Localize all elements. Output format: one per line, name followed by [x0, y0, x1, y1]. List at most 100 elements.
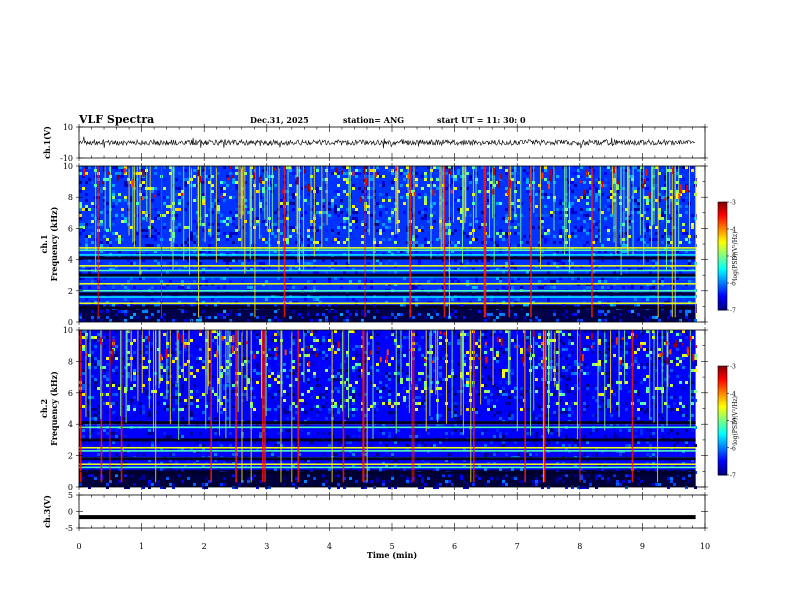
spheric-line: [564, 166, 566, 256]
x-tick-label: 1: [139, 542, 144, 551]
spheric-line: [130, 330, 132, 382]
spheric-line: [250, 166, 252, 245]
spheric-line: [313, 166, 315, 257]
spheric-line: [170, 166, 172, 252]
spheric-line: [126, 330, 128, 392]
y-tick-label: -5: [65, 524, 73, 533]
y-tick-label: 10: [63, 123, 73, 132]
ch1-spectrogram-band: [79, 254, 696, 256]
spheric-line: [632, 166, 634, 256]
spheric-line: [136, 166, 138, 232]
spheric-line: [264, 330, 266, 483]
spheric-line: [219, 330, 221, 436]
spheric-line: [397, 166, 399, 234]
spheric-line: [507, 330, 509, 386]
spheric-line: [262, 330, 264, 483]
spheric-line: [460, 330, 462, 416]
spheric-line: [137, 330, 139, 401]
x-tick-label: 4: [327, 542, 332, 551]
spheric-line: [303, 166, 305, 272]
spheric-line: [623, 166, 625, 246]
spheric-line: [266, 166, 268, 232]
spheric-line: [429, 330, 431, 417]
spheric-line: [240, 166, 242, 219]
colorbar-tick-label: -5: [730, 418, 736, 425]
spheric-line: [568, 166, 570, 273]
colorbar-tick-label: -4: [730, 227, 736, 234]
spheric-line: [342, 330, 345, 483]
spheric-line: [149, 166, 151, 238]
spheric-line: [206, 330, 208, 394]
spheric-line: [410, 330, 412, 385]
spheric-line: [120, 330, 122, 417]
spheric-line: [362, 330, 364, 483]
y-tick-label: -10: [60, 154, 73, 163]
spheric-line: [464, 166, 466, 223]
spheric-line: [576, 330, 578, 440]
spheric-line: [153, 330, 155, 432]
ch1-spectrogram-band: [79, 249, 696, 252]
ch2-spectrogram-band: [79, 426, 696, 429]
spheric-line: [669, 166, 671, 214]
spheric-line: [141, 330, 143, 393]
spheric-line: [348, 166, 350, 265]
colorbar-tick-label: -3: [730, 200, 736, 207]
spheric-line: [661, 330, 663, 414]
spheric-line: [591, 166, 593, 318]
spheric-line: [453, 166, 455, 223]
spheric-line: [229, 330, 231, 429]
y-tick-label: 8: [68, 193, 73, 202]
spheric-line: [493, 166, 495, 267]
spheric-line: [666, 330, 668, 427]
spheric-line: [242, 166, 244, 216]
spheric-line: [249, 166, 251, 259]
y-tick-label: 0: [68, 318, 73, 327]
spheric-line: [176, 330, 178, 384]
spheric-line: [97, 166, 99, 318]
spheric-line: [265, 330, 267, 417]
spheric-line: [689, 330, 691, 428]
spheric-line: [631, 330, 634, 483]
ch2-spectrogram-band: [79, 466, 696, 469]
x-tick-label: 2: [202, 542, 207, 551]
spheric-line: [331, 330, 333, 483]
spheric-line: [100, 330, 103, 483]
spheric-line: [514, 166, 516, 216]
spheric-line: [492, 330, 494, 386]
header-station: station= ANG: [343, 115, 405, 125]
spheric-line: [182, 330, 184, 378]
ch1-spectrogram-band: [79, 265, 696, 267]
spheric-line: [448, 166, 450, 318]
spheric-line: [483, 166, 486, 318]
spheric-line: [363, 330, 365, 483]
spheric-line: [408, 330, 410, 413]
y-tick-label: 8: [68, 357, 73, 366]
spheric-line: [604, 330, 606, 431]
spheric-line: [366, 330, 368, 483]
ch1-spectrogram: [79, 166, 697, 322]
ch3-waveform-ylabel: ch.3(V): [42, 495, 52, 528]
spheric-line: [627, 166, 629, 252]
spheric-line: [241, 330, 243, 483]
spheric-line: [543, 330, 546, 483]
spheric-line: [475, 166, 477, 218]
spheric-line: [85, 330, 87, 417]
spheric-line: [146, 166, 148, 222]
spheric-line: [530, 330, 532, 436]
spheric-line: [627, 166, 629, 256]
ch1-spectrogram-band: [79, 290, 696, 292]
spheric-line: [469, 330, 471, 396]
spheric-line: [639, 166, 641, 236]
spheric-line: [132, 166, 134, 243]
ch1-waveform-trace: [78, 136, 696, 149]
spheric-line: [463, 166, 465, 230]
spheric-line: [280, 330, 282, 483]
spheric-line: [368, 166, 370, 236]
spheric-line: [199, 166, 201, 226]
ch1-spectrogram-band: [79, 282, 696, 285]
spheric-line: [148, 330, 150, 409]
ch2-spectrogram-band: [79, 446, 696, 449]
y-tick-label: 6: [68, 224, 73, 233]
y-tick-label: 2: [68, 287, 73, 296]
